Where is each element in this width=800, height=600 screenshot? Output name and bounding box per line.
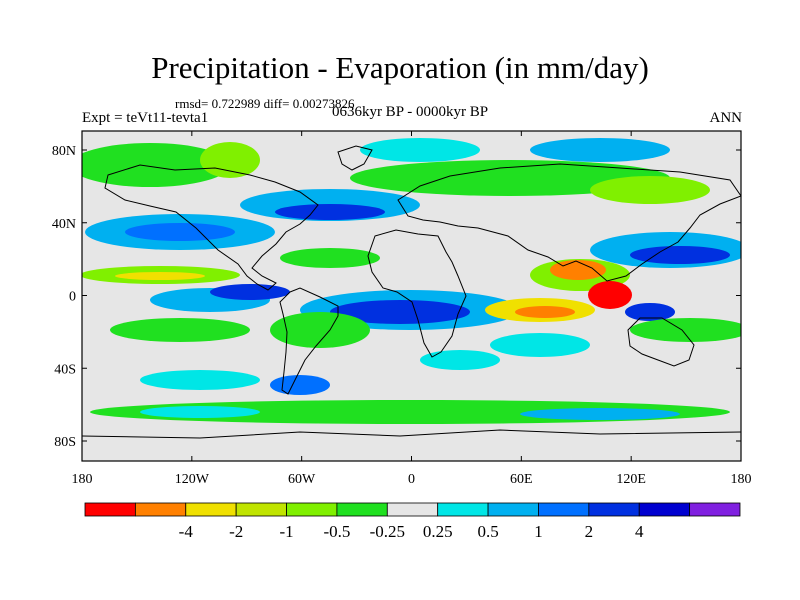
lon-tick-label: 120W bbox=[175, 472, 210, 487]
colorbar-swatch bbox=[336, 502, 388, 517]
colorbar-label: -0.5 bbox=[323, 522, 350, 541]
colorbar-swatch bbox=[84, 502, 136, 517]
colorbar-swatch bbox=[134, 502, 187, 517]
colorbar-swatch bbox=[689, 502, 741, 517]
colorbar-label: 4 bbox=[635, 522, 644, 541]
season-label: ANN bbox=[709, 110, 743, 126]
lat-tick-label: 40N bbox=[52, 217, 76, 232]
colorbar-label: -2 bbox=[229, 522, 243, 541]
colorbar-swatch bbox=[386, 502, 439, 517]
lon-tick-labels: 180 120W 60W 0 60E 120E 180 bbox=[72, 472, 752, 487]
colorbar: -4 -2 -1 -0.5 -0.25 0.25 0.5 1 2 4 bbox=[84, 502, 741, 541]
colorbar-swatch bbox=[286, 502, 338, 517]
axis-ticks bbox=[81, 131, 742, 461]
colorbar-swatch bbox=[538, 502, 590, 517]
lat-tick-label: 40S bbox=[54, 362, 76, 377]
lat-tick-label: 0 bbox=[69, 290, 76, 305]
colorbar-swatch bbox=[487, 502, 539, 517]
colorbar-label: 2 bbox=[585, 522, 594, 541]
lat-tick-label: 80S bbox=[54, 435, 76, 450]
period-label: 0636kyr BP - 0000kyr BP bbox=[331, 104, 489, 120]
colorbar-label: -1 bbox=[279, 522, 293, 541]
lon-tick-label: 0 bbox=[408, 472, 415, 487]
colorbar-label: 1 bbox=[534, 522, 543, 541]
lat-tick-labels: 80N 40N 0 40S 80S bbox=[52, 144, 76, 450]
colorbar-label: 0.5 bbox=[477, 522, 498, 541]
lon-tick-label: 180 bbox=[72, 472, 93, 487]
colorbar-label: -4 bbox=[179, 522, 194, 541]
lat-tick-label: 80N bbox=[52, 144, 76, 159]
lon-tick-label: 60E bbox=[510, 472, 533, 487]
lon-tick-label: 120E bbox=[616, 472, 646, 487]
experiment-label: Expt = teVt11-tevta1 bbox=[82, 110, 209, 126]
pe-field bbox=[82, 131, 741, 461]
map-title: Precipitation - Evaporation (in mm/day) bbox=[151, 50, 649, 85]
colorbar-swatch bbox=[185, 502, 237, 517]
stats-label: rmsd= 0.722989 diff= 0.00273826 bbox=[175, 96, 355, 111]
coastlines bbox=[82, 145, 741, 439]
colorbar-label: 0.25 bbox=[423, 522, 453, 541]
lon-tick-label: 180 bbox=[731, 472, 752, 487]
colorbar-swatch bbox=[437, 502, 489, 517]
colorbar-swatch bbox=[235, 502, 287, 517]
colorbar-swatch bbox=[638, 502, 691, 517]
colorbar-swatch bbox=[588, 502, 640, 517]
lon-tick-label: 60W bbox=[288, 472, 316, 487]
colorbar-label: -0.25 bbox=[370, 522, 405, 541]
